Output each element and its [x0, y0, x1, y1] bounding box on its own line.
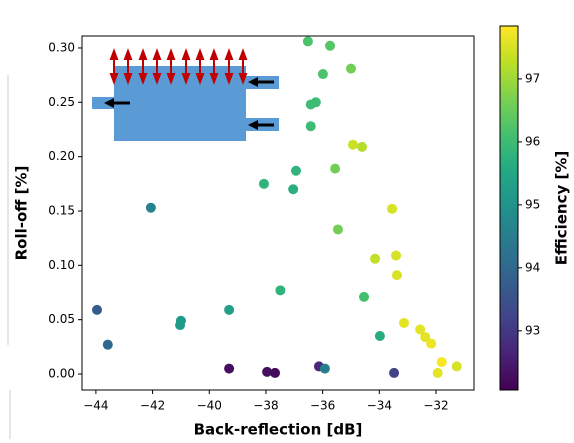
- point: [92, 304, 103, 315]
- point: [290, 165, 301, 176]
- arrow-head: [138, 48, 148, 60]
- arrow-head: [166, 48, 176, 60]
- arrow-head: [209, 73, 219, 85]
- point: [317, 69, 328, 80]
- point: [332, 224, 343, 235]
- point: [224, 304, 235, 315]
- x-axis-label: Back-reflection [dB]: [194, 421, 363, 439]
- point: [175, 320, 186, 331]
- plot-frame: [81, 35, 475, 391]
- y-tick-label: 0.20: [48, 149, 75, 163]
- arrow-head: [195, 48, 205, 60]
- x-tick-label: −44: [83, 399, 108, 413]
- point: [275, 285, 286, 296]
- y-tick-label: 0.05: [48, 312, 75, 326]
- x-tick-label: −40: [197, 399, 222, 413]
- point: [262, 366, 273, 377]
- x-tick-label: −36: [310, 399, 335, 413]
- point: [258, 178, 269, 189]
- y-tick-label: 0.15: [48, 203, 75, 217]
- arrow-head: [224, 73, 234, 85]
- point: [436, 357, 447, 368]
- arrow-head: [109, 48, 119, 60]
- point: [391, 250, 402, 261]
- point: [389, 367, 400, 378]
- point: [398, 317, 409, 328]
- point: [319, 363, 330, 374]
- arrow-head: [195, 73, 205, 85]
- point: [370, 253, 381, 264]
- arrow-head: [238, 73, 248, 85]
- point: [357, 141, 368, 152]
- colorbar-tick-label: 94: [525, 260, 540, 274]
- y-tick-label: 0.25: [48, 95, 75, 109]
- point: [391, 270, 402, 281]
- point: [325, 40, 336, 51]
- arrow-head: [209, 48, 219, 60]
- arrow-head: [152, 73, 162, 85]
- point: [224, 363, 235, 374]
- arrow-head: [138, 73, 148, 85]
- colorbar-tick-label: 96: [525, 134, 540, 148]
- point: [145, 202, 156, 213]
- y-tick-label: 0.10: [48, 258, 75, 272]
- point: [288, 184, 299, 195]
- x-tick-label: −42: [140, 399, 165, 413]
- y-tick-label: 0.30: [48, 40, 75, 54]
- arrow-head: [181, 48, 191, 60]
- arrow-head: [181, 73, 191, 85]
- point: [305, 99, 316, 110]
- y-axis-label: Roll-off [%]: [13, 166, 31, 261]
- inset-diagram: [92, 48, 279, 141]
- point: [426, 338, 437, 349]
- arrow-head: [123, 48, 133, 60]
- point: [347, 139, 358, 150]
- point: [330, 163, 341, 174]
- colorbar-tick-label: 93: [525, 323, 540, 337]
- y-tick-label: 0.00: [48, 367, 75, 381]
- point: [415, 324, 426, 335]
- arrow-head: [224, 48, 234, 60]
- point: [387, 203, 398, 214]
- arrow-head: [238, 48, 248, 60]
- x-tick-label: −32: [423, 399, 448, 413]
- colorbar-tick-label: 97: [525, 71, 540, 85]
- point: [420, 332, 431, 343]
- point: [305, 121, 316, 132]
- arrow-head: [109, 73, 119, 85]
- arrow-head: [123, 73, 133, 85]
- arrow-head: [152, 48, 162, 60]
- colorbar: [499, 25, 519, 391]
- x-tick-label: −38: [253, 399, 278, 413]
- point: [359, 291, 370, 302]
- point: [270, 367, 281, 378]
- x-tick-label: −34: [367, 399, 392, 413]
- colorbar-label: Efficiency [%]: [553, 151, 571, 266]
- colorbar-tick-label: 95: [525, 197, 540, 211]
- point: [432, 367, 443, 378]
- point: [302, 36, 313, 47]
- point: [102, 339, 113, 350]
- point: [345, 63, 356, 74]
- point: [451, 361, 462, 372]
- arrow-head: [166, 73, 176, 85]
- point: [374, 330, 385, 341]
